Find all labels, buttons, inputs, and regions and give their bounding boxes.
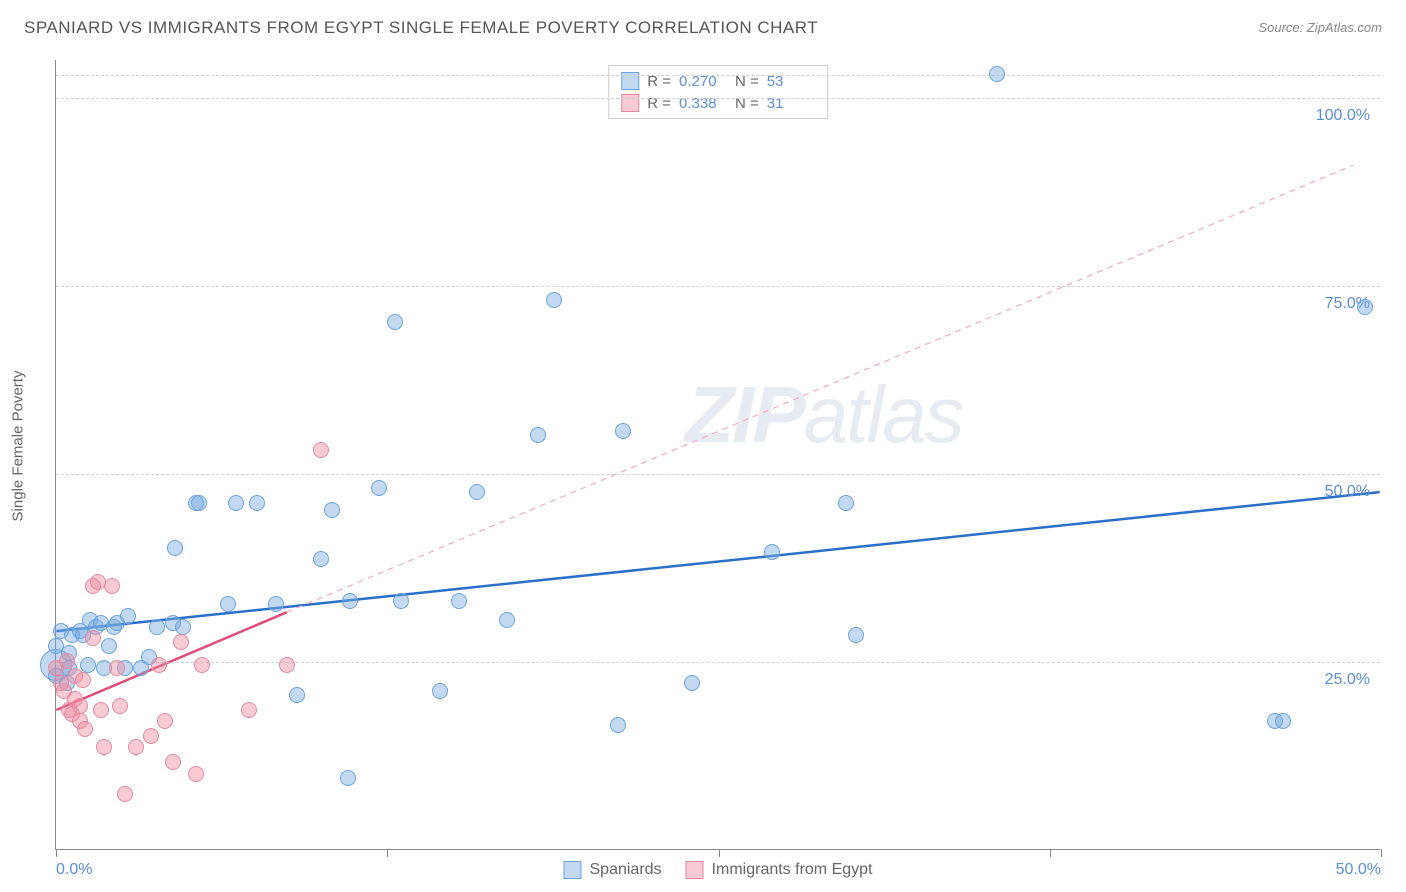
x-tick — [1050, 849, 1051, 857]
source-attribution: Source: ZipAtlas.com — [1258, 19, 1382, 37]
data-point-spaniards — [268, 596, 284, 612]
data-point-egypt — [104, 578, 120, 594]
y-tick-label: 25.0% — [1325, 671, 1370, 689]
y-axis-label: Single Female Poverty — [10, 371, 27, 522]
trend-line-egypt — [287, 165, 1354, 612]
data-point-spaniards — [530, 427, 546, 443]
data-point-egypt — [96, 739, 112, 755]
data-point-spaniards — [289, 687, 305, 703]
data-point-spaniards — [167, 540, 183, 556]
data-point-spaniards — [228, 495, 244, 511]
data-point-spaniards — [340, 770, 356, 786]
x-tick-label: 0.0% — [56, 861, 92, 879]
x-tick — [1381, 849, 1382, 857]
data-point-spaniards — [848, 627, 864, 643]
legend-item-spaniards: Spaniards — [564, 861, 662, 879]
chart-title: SPANIARD VS IMMIGRANTS FROM EGYPT SINGLE… — [24, 18, 818, 38]
legend-row-spaniards: R =0.270N =53 — [621, 70, 815, 92]
data-point-spaniards — [324, 502, 340, 518]
y-tick-label: 100.0% — [1316, 107, 1370, 125]
data-point-egypt — [173, 634, 189, 650]
data-point-egypt — [157, 713, 173, 729]
x-tick — [387, 849, 388, 857]
data-point-spaniards — [989, 66, 1005, 82]
data-point-spaniards — [432, 683, 448, 699]
scatter-plot: ZIPatlas R =0.270N =53R =0.338N =31 Span… — [55, 60, 1380, 850]
data-point-egypt — [165, 754, 181, 770]
y-tick-label: 50.0% — [1325, 483, 1370, 501]
data-point-spaniards — [101, 638, 117, 654]
legend-label: Spaniards — [590, 861, 662, 879]
data-point-egypt — [85, 630, 101, 646]
x-tick-label: 50.0% — [1336, 861, 1381, 879]
data-point-egypt — [109, 660, 125, 676]
data-point-spaniards — [684, 675, 700, 691]
data-point-egypt — [279, 657, 295, 673]
data-point-spaniards — [80, 657, 96, 673]
data-point-egypt — [93, 702, 109, 718]
grid-line — [56, 662, 1380, 663]
data-point-spaniards — [764, 544, 780, 560]
correlation-legend: R =0.270N =53R =0.338N =31 — [608, 65, 828, 119]
legend-row-egypt: R =0.338N =31 — [621, 92, 815, 114]
data-point-spaniards — [175, 619, 191, 635]
x-tick — [719, 849, 720, 857]
data-point-spaniards — [546, 292, 562, 308]
source-name: ZipAtlas.com — [1307, 20, 1382, 35]
legend-swatch — [686, 861, 704, 879]
data-point-egypt — [112, 698, 128, 714]
data-point-spaniards — [499, 612, 515, 628]
data-point-spaniards — [313, 551, 329, 567]
grid-line — [56, 75, 1380, 76]
data-point-spaniards — [220, 596, 236, 612]
data-point-egypt — [188, 766, 204, 782]
grid-line — [56, 286, 1380, 287]
grid-line — [56, 474, 1380, 475]
data-point-egypt — [59, 653, 75, 669]
data-point-spaniards — [387, 314, 403, 330]
data-point-spaniards — [451, 593, 467, 609]
legend-item-egypt: Immigrants from Egypt — [686, 861, 873, 879]
data-point-spaniards — [469, 484, 485, 500]
data-point-spaniards — [249, 495, 265, 511]
data-point-spaniards — [615, 423, 631, 439]
data-point-egypt — [75, 672, 91, 688]
series-legend: Spaniards Immigrants from Egypt — [564, 861, 873, 879]
data-point-egypt — [143, 728, 159, 744]
data-point-spaniards — [371, 480, 387, 496]
data-point-egypt — [72, 698, 88, 714]
data-point-spaniards — [393, 593, 409, 609]
legend-label: Immigrants from Egypt — [712, 861, 873, 879]
data-point-egypt — [128, 739, 144, 755]
data-point-egypt — [241, 702, 257, 718]
data-point-egypt — [313, 442, 329, 458]
legend-swatch — [564, 861, 582, 879]
data-point-egypt — [151, 657, 167, 673]
data-point-spaniards — [1275, 713, 1291, 729]
data-point-spaniards — [1357, 299, 1373, 315]
data-point-spaniards — [610, 717, 626, 733]
data-point-spaniards — [149, 619, 165, 635]
trend-line-spaniards — [56, 492, 1379, 631]
trend-lines-layer — [56, 60, 1380, 849]
data-point-spaniards — [838, 495, 854, 511]
data-point-spaniards — [120, 608, 136, 624]
data-point-spaniards — [191, 495, 207, 511]
data-point-egypt — [117, 786, 133, 802]
watermark: ZIPatlas — [685, 369, 962, 461]
data-point-spaniards — [342, 593, 358, 609]
data-point-egypt — [77, 721, 93, 737]
data-point-egypt — [194, 657, 210, 673]
grid-line — [56, 98, 1380, 99]
x-tick — [56, 849, 57, 857]
source-prefix: Source: — [1258, 20, 1306, 35]
